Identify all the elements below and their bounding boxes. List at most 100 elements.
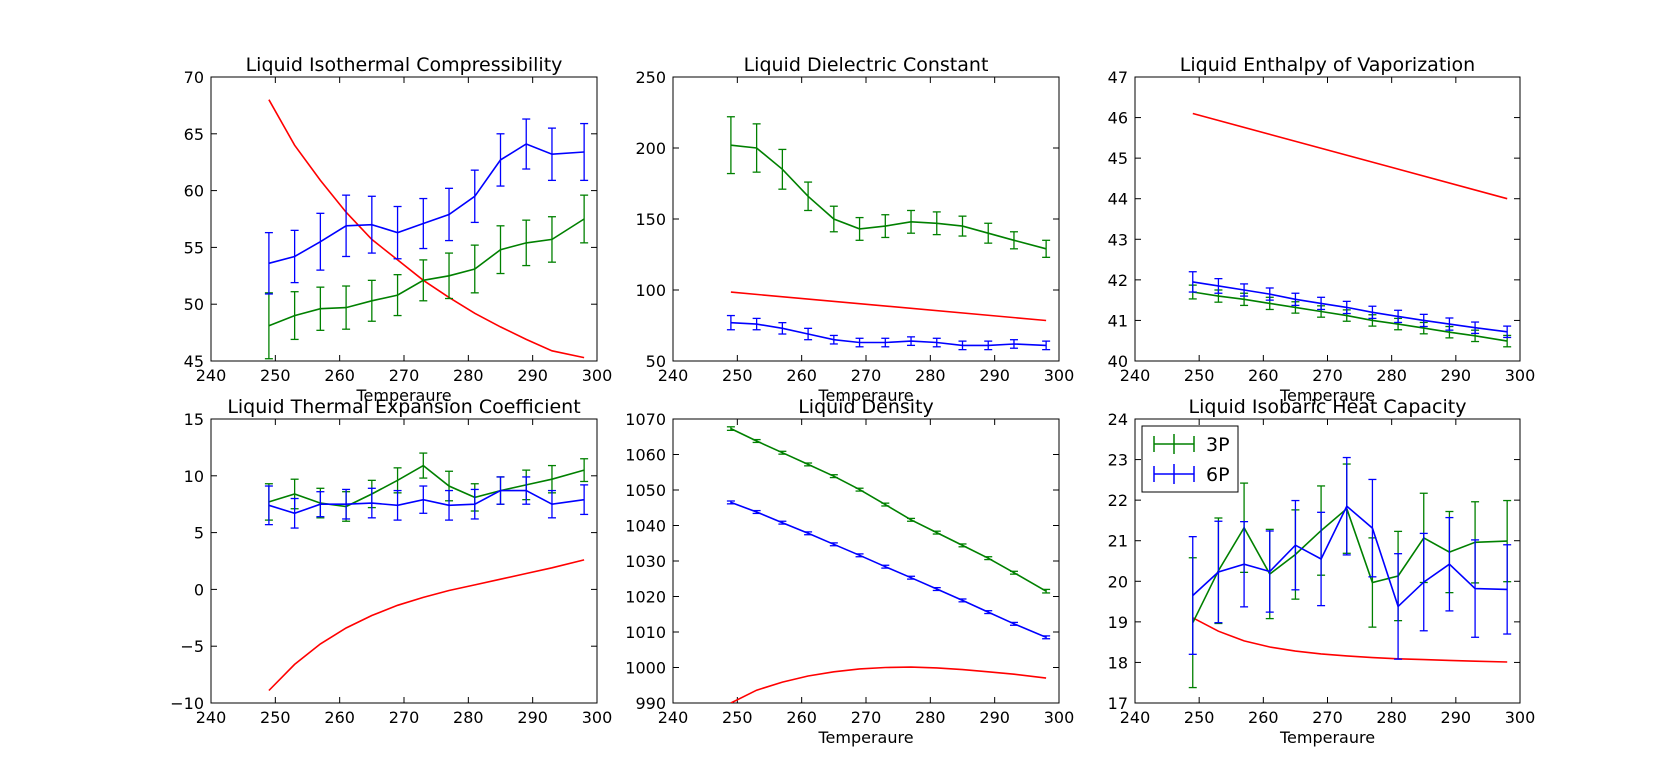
y-tick-label: −10 <box>170 694 204 713</box>
x-tick-label: 280 <box>915 708 946 727</box>
x-axis-label: Temperaure <box>355 386 451 405</box>
plot-series-group <box>264 99 589 360</box>
legend-label: 6P <box>1206 464 1230 486</box>
y-tick-label: 50 <box>184 295 204 314</box>
subplot-title: Liquid Enthalpy of Vaporization <box>1180 54 1475 76</box>
x-tick-label: 270 <box>851 366 882 385</box>
x-axis-label: Temperaure <box>1279 386 1375 405</box>
y-tick-label: 17 <box>1108 694 1128 713</box>
y-tick-label: 45 <box>184 352 204 371</box>
legend-label: 3P <box>1206 434 1230 456</box>
x-tick-label: 260 <box>786 366 817 385</box>
x-tick-label: 300 <box>1044 366 1075 385</box>
y-tick-label: 1010 <box>625 623 666 642</box>
y-tick-label: 5 <box>194 524 204 543</box>
y-tick-label: 200 <box>635 139 666 158</box>
y-tick-label: 21 <box>1108 532 1128 551</box>
x-tick-label: 290 <box>517 708 548 727</box>
plot-area <box>1134 76 1521 362</box>
y-tick-label: 50 <box>646 352 666 371</box>
plot-series-group <box>726 426 1051 703</box>
y-tick-label: 100 <box>635 281 666 300</box>
y-tick-label: 40 <box>1108 352 1128 371</box>
x-tick-label: 240 <box>658 366 689 385</box>
subplot-title: Liquid Thermal Expansion Coefficient <box>227 396 580 418</box>
x-tick-label: 260 <box>786 708 817 727</box>
x-tick-label: 280 <box>1376 708 1407 727</box>
series-1-line <box>1192 112 1508 200</box>
y-tick-label: 0 <box>194 580 204 599</box>
plot-series-group <box>1188 112 1512 348</box>
x-tick-label: 270 <box>389 366 420 385</box>
x-axis-label: Temperaure <box>817 728 913 747</box>
x-tick-label: 300 <box>582 708 613 727</box>
subplot-title: Liquid Isobaric Heat Capacity <box>1189 396 1467 418</box>
x-tick-label: 290 <box>1441 708 1472 727</box>
x-tick-label: 300 <box>582 366 613 385</box>
y-tick-label: 1070 <box>625 410 666 429</box>
x-tick-label: 260 <box>1248 708 1279 727</box>
y-tick-label: 1000 <box>625 659 666 678</box>
y-tick-label: 1040 <box>625 517 666 536</box>
y-tick-label: 65 <box>184 125 204 144</box>
plot-series-group <box>1188 456 1512 689</box>
subplot-2: 240 250 260 270 280 290 300 50 100 150 200 250 Liqui… <box>635 54 1074 405</box>
x-axis-label: Temperaure <box>1279 728 1375 747</box>
x-tick-label: 280 <box>453 708 484 727</box>
y-tick-label: 46 <box>1108 109 1128 128</box>
x-tick-label: 300 <box>1044 708 1075 727</box>
x-tick-label: 270 <box>389 708 420 727</box>
plot-area <box>210 76 598 362</box>
x-tick-label: 240 <box>658 708 689 727</box>
y-tick-label: −5 <box>180 637 204 656</box>
y-tick-label: 1060 <box>625 446 666 465</box>
x-tick-label: 290 <box>979 366 1010 385</box>
y-tick-label: 42 <box>1108 271 1128 290</box>
y-tick-label: 1030 <box>625 552 666 571</box>
y-tick-label: 60 <box>184 182 204 201</box>
x-tick-label: 290 <box>517 366 548 385</box>
subplot-title: Liquid Density <box>798 396 934 418</box>
x-tick-label: 240 <box>196 708 227 727</box>
x-tick-label: 260 <box>1248 366 1279 385</box>
x-tick-label: 250 <box>260 708 291 727</box>
x-tick-label: 280 <box>1376 366 1407 385</box>
x-tick-label: 270 <box>851 708 882 727</box>
y-tick-label: 44 <box>1108 190 1128 209</box>
x-tick-label: 270 <box>1312 708 1343 727</box>
plot-series-group <box>264 452 589 692</box>
subplot-1: 240 250 260 270 280 290 300 45 50 55 60 65 70 Liquid … <box>184 54 613 405</box>
y-tick-label: 1020 <box>625 588 666 607</box>
series-1-line <box>268 559 585 692</box>
x-tick-label: 250 <box>722 366 753 385</box>
x-tick-label: 300 <box>1505 708 1536 727</box>
y-tick-label: 1050 <box>625 481 666 500</box>
subplot-3: 240 250 260 270 280 290 300 40 41 42 43 44 45 46 47 Liq… <box>1108 54 1536 405</box>
subplot-title: Liquid Dielectric Constant <box>744 54 989 76</box>
plot-series-group <box>726 116 1051 351</box>
series-1-line <box>1192 617 1508 663</box>
y-tick-label: 24 <box>1108 410 1128 429</box>
x-tick-label: 270 <box>1312 366 1343 385</box>
y-tick-label: 18 <box>1108 653 1128 672</box>
y-tick-label: 250 <box>635 68 666 87</box>
x-axis-label: Temperaure <box>817 386 913 405</box>
x-tick-label: 240 <box>196 366 227 385</box>
y-tick-label: 55 <box>184 238 204 257</box>
y-tick-label: 47 <box>1108 68 1128 87</box>
x-tick-label: 280 <box>915 366 946 385</box>
x-tick-label: 240 <box>1120 366 1151 385</box>
y-tick-label: 41 <box>1108 311 1128 330</box>
y-tick-label: 70 <box>184 68 204 87</box>
x-tick-label: 300 <box>1505 366 1536 385</box>
series-1-line <box>730 666 1047 703</box>
subplot-6: 240 250 260 270 280 290 300 17 18 19 20 21 22 23 24 Liq… <box>1108 396 1536 747</box>
plot-area <box>672 418 1060 704</box>
y-tick-label: 15 <box>184 410 204 429</box>
x-tick-label: 290 <box>1441 366 1472 385</box>
x-tick-label: 290 <box>979 708 1010 727</box>
x-tick-label: 280 <box>453 366 484 385</box>
x-tick-label: 250 <box>1184 708 1215 727</box>
